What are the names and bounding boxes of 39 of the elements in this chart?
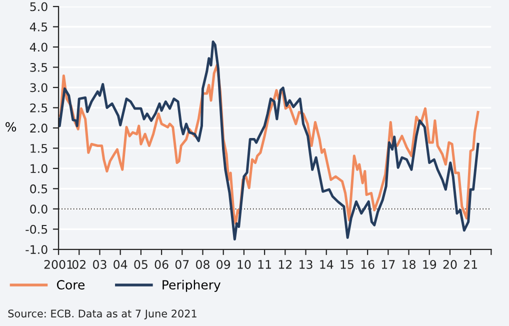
- line-series: [58, 40, 480, 241]
- y-tick-label: 3.5: [30, 62, 48, 72]
- y-tick-label: 1.5: [30, 144, 48, 153]
- y-tick-label: 4.5: [30, 22, 48, 32]
- y-tick-label: -1.0: [26, 245, 48, 254]
- y-tick-label: 4.0: [30, 42, 48, 52]
- y-tick-label: 0.0: [30, 204, 48, 214]
- y-tick-label: 5.0: [30, 2, 48, 12]
- y-axis-title: %: [6, 122, 16, 132]
- x-tick-label: 04: [114, 260, 128, 269]
- y-tick-label: 1.0: [30, 164, 48, 174]
- x-tick-label: 07: [175, 260, 189, 269]
- x-tick-label: 13: [300, 260, 312, 269]
- x-tick-label: 21: [464, 260, 478, 269]
- x-tick-label: 19: [423, 260, 436, 269]
- y-tick-label: 3.0: [30, 83, 48, 92]
- x-tick-label: 08: [196, 260, 210, 269]
- x-tick-label: 02: [72, 260, 86, 269]
- x-tick-label: 2001: [44, 260, 72, 269]
- source-note: Source: ECB. Data as at 7 June 2021: [8, 310, 196, 320]
- y-tick-label: 2.0: [30, 124, 48, 133]
- y-tick-label: 0.5: [30, 184, 48, 194]
- x-tick-label: 09: [216, 260, 230, 269]
- x-tick-label: 20: [443, 260, 457, 269]
- x-tick-label: 17: [382, 260, 395, 269]
- x-tick-label: 12: [278, 260, 292, 269]
- x-tick-label: 15: [340, 260, 354, 269]
- y-tick-label: -0.5: [26, 224, 48, 234]
- x-tick-label: 06: [154, 260, 168, 269]
- x-tick-label: 11: [258, 260, 271, 269]
- y-tick-label: 2.5: [30, 103, 48, 112]
- legend-label: Periphery: [162, 280, 221, 292]
- x-tick-label: 10: [238, 260, 251, 269]
- x-tick-label: 05: [134, 260, 148, 269]
- legend-label: Core: [56, 280, 85, 290]
- x-tick-label: 18: [402, 260, 416, 269]
- x-tick-label: 14: [320, 260, 334, 269]
- x-tick-label: 16: [361, 260, 374, 269]
- x-tick-label: 03: [93, 260, 106, 269]
